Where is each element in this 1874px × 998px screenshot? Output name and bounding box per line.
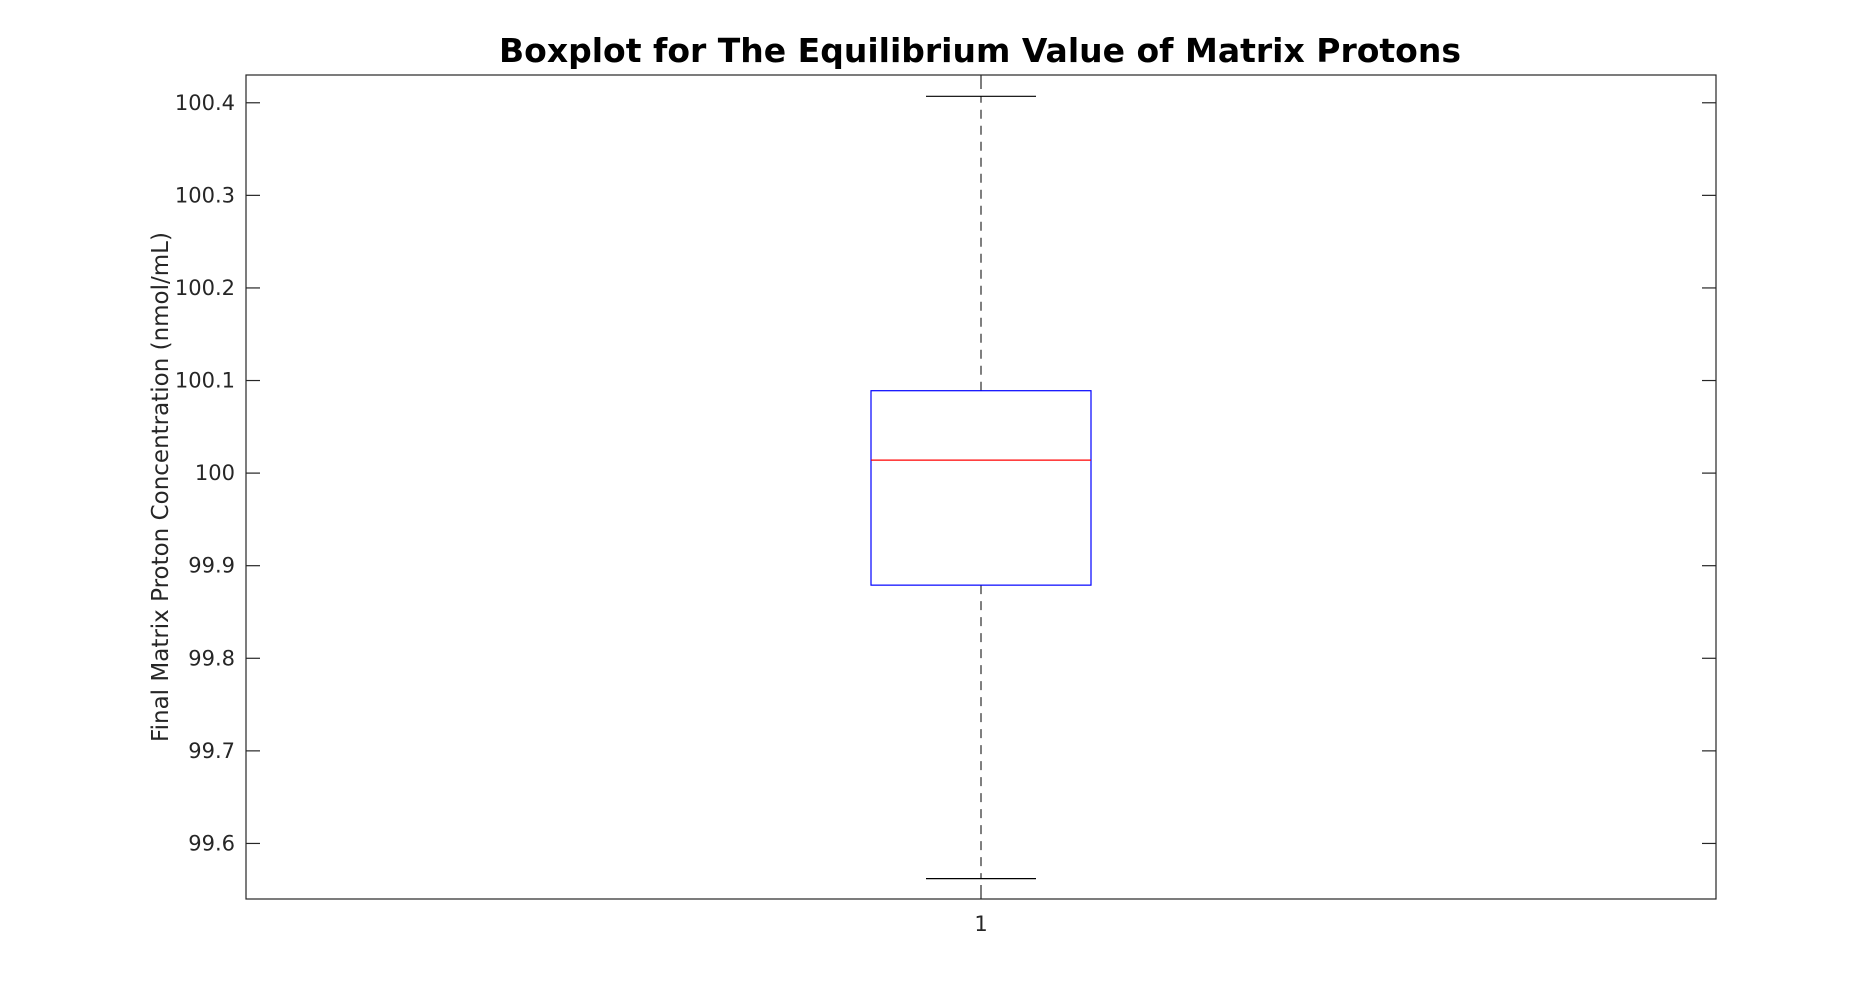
y-axis-label: Final Matrix Proton Concentration (nmol/… <box>148 232 174 742</box>
y-tick-label: 100.3 <box>175 183 235 207</box>
y-tick-label: 100.4 <box>175 91 235 115</box>
y-tick-label: 100.2 <box>175 276 235 300</box>
y-tick-label: 99.8 <box>188 646 235 670</box>
y-tick-label: 99.6 <box>188 831 235 855</box>
y-tick-label: 99.9 <box>188 554 235 578</box>
chart-title: Boxplot for The Equilibrium Value of Mat… <box>499 31 1461 70</box>
axis-ticks: 99.6 99.7 99.8 99.9 100 100.1 100.2 100.3 100.4 1 <box>175 75 1716 936</box>
y-tick-label: 100 <box>195 461 235 485</box>
box-layer <box>870 95 1092 880</box>
x-tick-label: 1 <box>974 912 987 936</box>
interquartile-box <box>870 390 1092 586</box>
y-tick-label: 100.1 <box>175 369 235 393</box>
y-tick-label: 99.7 <box>188 739 235 763</box>
